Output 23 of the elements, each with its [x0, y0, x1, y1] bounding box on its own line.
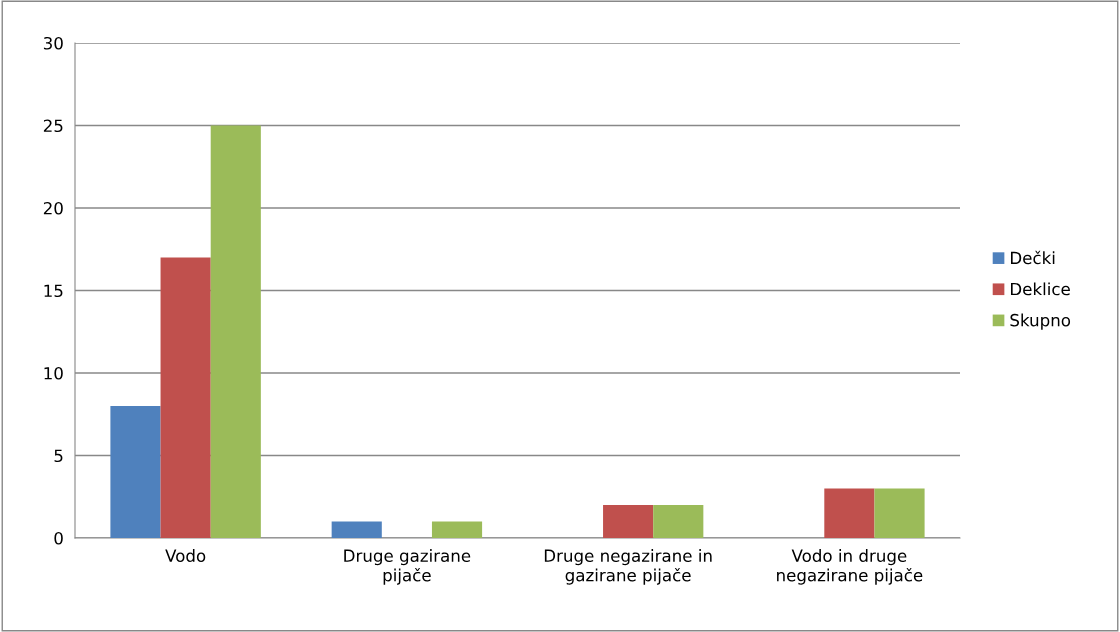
legend-label: Deklice [1011, 282, 1070, 296]
bar [431, 521, 483, 538]
x-tick-label: Druge gazirane pijače [344, 549, 471, 585]
y-tick-label: 20 [43, 201, 63, 215]
y-tick-label: 5 [54, 449, 63, 463]
bar [331, 521, 382, 538]
bar [603, 505, 654, 538]
y-tick-label: 10 [44, 366, 63, 380]
y-tick-label: 15 [44, 284, 63, 298]
legend-label: Dečki [1011, 250, 1055, 265]
y-tick-label: 30 [43, 36, 63, 50]
y-tick-label: 25 [43, 119, 63, 133]
bar [824, 488, 875, 538]
legend-label: Skupno [1010, 313, 1071, 330]
bar [874, 488, 925, 538]
x-tick-label: Druge negazirane in gazirane pijače [544, 549, 712, 585]
x-tick-label: Vodo [165, 549, 206, 563]
bar [653, 505, 704, 538]
bar [160, 257, 211, 538]
bar [210, 125, 261, 538]
y-tick-label: 0 [54, 531, 63, 545]
x-tick-label: Vodo in druge negazirane pijače [777, 549, 923, 585]
bar [110, 406, 161, 538]
